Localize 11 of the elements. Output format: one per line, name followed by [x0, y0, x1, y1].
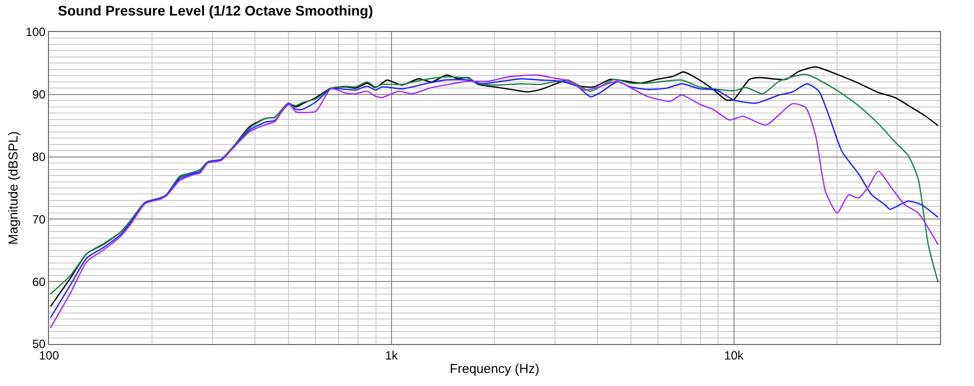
- y-tick-label: 70: [32, 212, 46, 226]
- x-tick-label: 1k: [385, 348, 399, 362]
- y-tick-label: 100: [26, 25, 46, 40]
- y-tick-label: 50: [32, 337, 46, 352]
- y-tick-label: 90: [32, 88, 46, 102]
- y-tick-label: 80: [32, 150, 46, 164]
- x-tick-label: 10k: [724, 348, 745, 362]
- y-tick-label: 60: [32, 274, 46, 289]
- chart-title: Sound Pressure Level (1/12 Octave Smoothing): [58, 2, 374, 19]
- x-axis-title: Frequency (Hz): [450, 361, 540, 376]
- y-axis-title: Magnitude (dBSPL): [6, 131, 21, 245]
